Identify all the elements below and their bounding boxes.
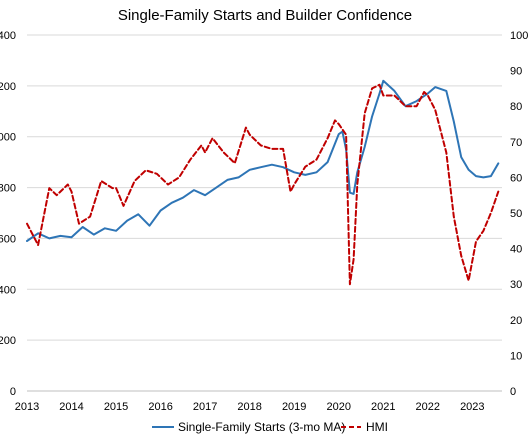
x-tick-label: 2020 [326,401,350,413]
right-tick-label: 40 [510,244,522,256]
right-tick-label: 100 [510,30,528,42]
x-tick-label: 2017 [193,401,217,413]
legend: Single-Family Starts (3-mo MA) HMI [152,420,388,434]
x-tick-label: 2013 [15,401,39,413]
right-tick-label: 0 [510,386,516,398]
gridlines [27,34,502,341]
left-tick-label: 800 [0,183,16,195]
left-axis-ticks: 0 200 400 600 800 1,000 1,200 1,400 [0,30,16,398]
left-tick-label: 1,000 [0,132,16,144]
series-line-hmi [26,83,500,286]
right-tick-label: 70 [510,137,522,149]
x-tick-label: 2023 [460,401,484,413]
right-tick-label: 10 [510,350,522,362]
series-line-starts [26,79,500,242]
x-tick-label: 2015 [104,401,128,413]
legend-label-hmi: HMI [366,420,388,434]
right-axis-ticks: 0 10 20 30 40 50 60 70 80 90 100 [510,30,528,398]
right-tick-label: 20 [510,315,522,327]
right-tick-label: 50 [510,208,522,220]
right-tick-label: 30 [510,279,522,291]
right-tick-label: 90 [510,66,522,78]
x-tick-label: 2022 [416,401,440,413]
x-tick-label: 2016 [148,401,172,413]
x-tick-label: 2019 [282,401,306,413]
right-tick-label: 60 [510,172,522,184]
legend-label-starts: Single-Family Starts (3-mo MA) [178,420,345,434]
x-axis-ticks: 2013 2014 2015 2016 2017 2018 2019 2020 2021 2022… [15,401,485,413]
x-tick-label: 2014 [59,401,83,413]
x-tick-label: 2021 [371,401,395,413]
x-tick-label: 2018 [237,401,261,413]
left-tick-label: 1,400 [0,30,16,42]
left-tick-label: 0 [10,386,16,398]
left-tick-label: 1,200 [0,81,16,93]
series-layer [26,79,500,286]
left-tick-label: 400 [0,284,16,296]
left-tick-label: 200 [0,335,16,347]
right-tick-label: 80 [510,101,522,113]
chart-title: Single-Family Starts and Builder Confide… [118,7,412,24]
left-tick-label: 600 [0,233,16,245]
